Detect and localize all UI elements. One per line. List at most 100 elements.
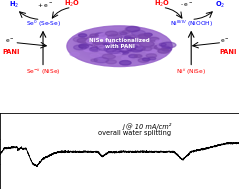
Circle shape [120,46,130,50]
Circle shape [98,47,113,53]
Circle shape [124,43,130,46]
Circle shape [106,48,121,54]
Circle shape [79,44,92,49]
Circle shape [135,36,150,42]
Circle shape [74,45,87,50]
Circle shape [93,41,103,44]
Circle shape [103,44,109,46]
Circle shape [162,47,171,51]
Circle shape [123,47,132,50]
Circle shape [90,54,100,57]
Circle shape [119,48,131,53]
Circle shape [95,43,108,48]
Circle shape [120,46,130,50]
Circle shape [79,44,89,48]
Text: H$_2$O: H$_2$O [154,0,171,9]
Circle shape [145,49,156,53]
Circle shape [102,54,115,59]
Circle shape [89,47,100,51]
Circle shape [126,26,140,32]
Circle shape [125,26,139,32]
Circle shape [92,43,103,47]
Circle shape [112,40,118,43]
Circle shape [112,45,121,48]
Circle shape [134,41,140,43]
Circle shape [70,52,79,56]
Circle shape [100,39,135,52]
Circle shape [107,42,114,45]
Circle shape [119,31,126,34]
Text: NiSe functionalized
with PANI: NiSe functionalized with PANI [89,38,150,49]
Circle shape [125,37,135,41]
Circle shape [95,33,105,37]
Text: H$_2$: H$_2$ [9,0,19,10]
Circle shape [116,40,127,44]
Circle shape [95,37,140,54]
Circle shape [131,30,145,36]
Circle shape [90,35,146,56]
Circle shape [157,44,167,48]
Circle shape [142,58,150,61]
Circle shape [97,45,110,50]
Text: - e$^-$: - e$^-$ [180,1,193,9]
Circle shape [141,45,150,48]
Circle shape [119,46,129,50]
Circle shape [144,33,152,36]
Circle shape [120,32,127,35]
Circle shape [87,33,150,58]
Circle shape [92,37,106,42]
Circle shape [111,46,122,50]
Text: e$^-$: e$^-$ [5,37,14,45]
Circle shape [113,45,124,49]
Circle shape [138,34,150,39]
Circle shape [112,45,118,48]
Circle shape [104,47,116,52]
Circle shape [117,38,130,43]
Circle shape [118,46,130,51]
Circle shape [70,27,168,65]
Circle shape [116,44,132,50]
Circle shape [114,40,121,42]
Circle shape [77,38,89,43]
Circle shape [115,41,126,46]
Circle shape [98,45,104,48]
Circle shape [111,46,123,50]
Circle shape [106,60,116,64]
Circle shape [146,54,157,58]
Circle shape [126,39,135,42]
Circle shape [90,34,98,37]
Circle shape [112,43,125,48]
Circle shape [88,34,148,57]
Text: O$_2$: O$_2$ [215,0,225,10]
Circle shape [110,45,118,48]
Circle shape [86,37,97,41]
Circle shape [130,45,137,48]
Circle shape [86,39,99,44]
Text: Se$^{-ii}$ (NiSe): Se$^{-ii}$ (NiSe) [26,67,60,77]
Circle shape [122,56,132,60]
Circle shape [114,46,123,49]
Circle shape [96,37,138,53]
Circle shape [98,37,110,42]
Circle shape [142,47,152,51]
Circle shape [125,40,135,44]
Circle shape [116,42,126,46]
Circle shape [127,47,136,50]
Text: PANI: PANI [2,49,20,55]
Circle shape [83,46,97,52]
Circle shape [162,46,170,49]
Text: overall water splitting: overall water splitting [98,130,171,136]
Circle shape [99,56,108,60]
Circle shape [143,39,149,41]
Circle shape [93,36,142,55]
Circle shape [108,43,121,48]
Circle shape [139,41,154,47]
Circle shape [98,33,112,39]
Circle shape [73,37,86,42]
Text: j @ 10 mA/cm²: j @ 10 mA/cm² [123,122,172,129]
Circle shape [80,31,157,61]
Circle shape [138,58,149,62]
Circle shape [119,43,131,47]
Circle shape [110,44,118,47]
Circle shape [105,31,118,36]
